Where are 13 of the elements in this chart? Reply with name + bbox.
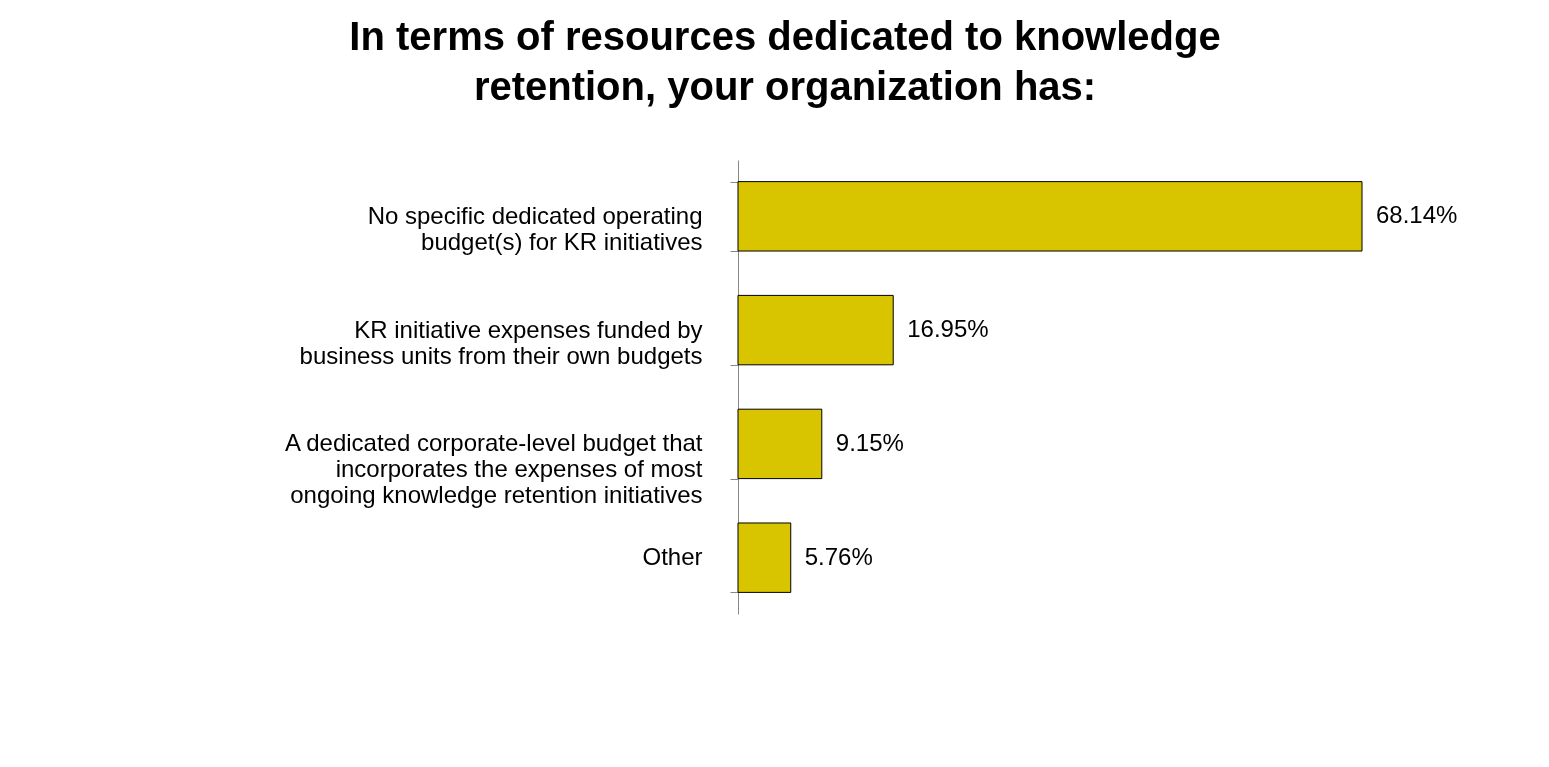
bar <box>737 408 823 480</box>
data-label: 68.14% <box>1376 201 1458 229</box>
y-tick-label: Other <box>642 543 703 571</box>
data-label: 9.15% <box>835 428 904 456</box>
y-tick-label: A dedicated corporate-level budget that incorporates the expenses of most ongoing knowledge retention initiatives <box>284 429 703 509</box>
bar <box>737 294 894 366</box>
chart-title: In terms of resources dedicated to knowledge retention, your organization has: <box>349 14 1221 108</box>
y-tick-label: No specific dedicated operating budget(s) for KR initiatives <box>367 201 703 255</box>
bar <box>737 181 1363 252</box>
data-label: 5.76% <box>804 542 873 570</box>
bar <box>737 522 792 593</box>
y-tick-label: KR initiative expenses funded by business units from their own budgets <box>299 315 703 369</box>
data-label: 16.95% <box>907 315 989 343</box>
